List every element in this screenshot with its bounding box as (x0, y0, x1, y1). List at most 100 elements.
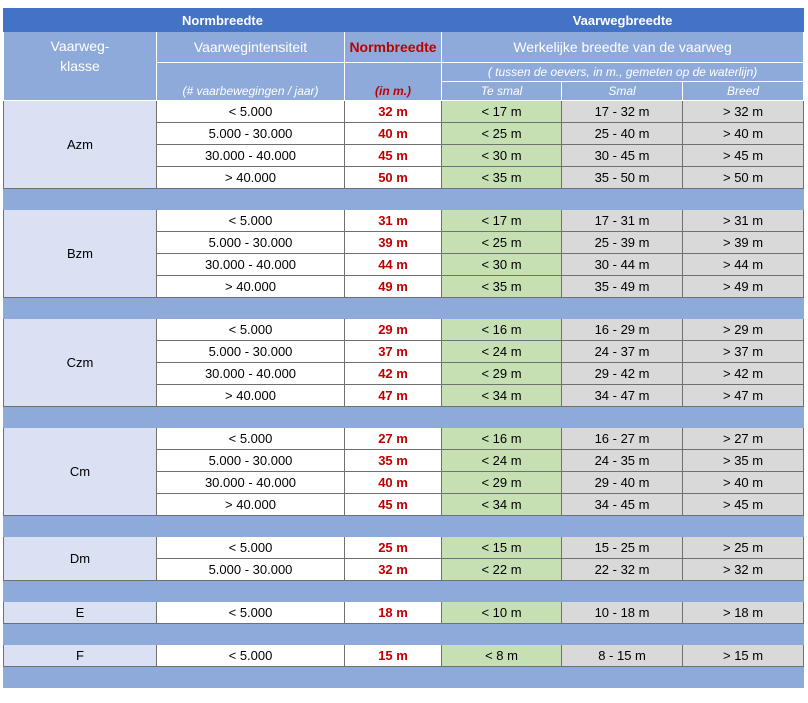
table-top-header-row: Normbreedte Vaarwegbreedte (2, 8, 805, 32)
smal-cell: 24 - 37 m (561, 340, 684, 363)
normbreedte-cell: 39 m (343, 231, 443, 254)
header-vaarwegklasse-line1: Vaarweg- (50, 38, 110, 54)
smal-cell: 34 - 45 m (561, 493, 684, 516)
te-smal-cell: < 10 m (441, 601, 563, 624)
breed-cell: > 45 m (682, 144, 805, 167)
smal-cell: 29 - 40 m (561, 471, 684, 494)
vaarwegklasse-cell: Dm (3, 536, 157, 581)
smal-cell: 34 - 47 m (561, 384, 684, 407)
table-row: Czm < 5.000 29 m < 16 m 16 - 29 m > 29 m (3, 318, 805, 407)
group-separator (2, 666, 805, 688)
table-row: 30.000 - 40.000 42 m < 29 m 29 - 42 m > 42 m (4, 362, 805, 385)
intensiteit-cell: > 40.000 (156, 384, 345, 407)
header-vaarwegklasse: Vaarweg- klasse (3, 31, 157, 101)
normbreedte-cell: 37 m (343, 340, 443, 363)
top-header-normbreedte: Normbreedte (2, 8, 443, 32)
breed-cell: > 44 m (682, 253, 805, 276)
group-separator-row (2, 297, 805, 319)
table-row: > 40.000 49 m < 35 m 35 - 49 m > 49 m (4, 275, 805, 298)
smal-cell: 22 - 32 m (561, 558, 684, 581)
smal-cell: 10 - 18 m (561, 601, 684, 624)
intensiteit-cell: 30.000 - 40.000 (156, 362, 345, 385)
header-vaarwegintensiteit: Vaarwegintensiteit (156, 31, 345, 63)
smal-cell: 25 - 39 m (561, 231, 684, 254)
normbreedte-cell: 29 m (343, 318, 443, 341)
smal-cell: 30 - 45 m (561, 144, 684, 167)
breed-cell: > 31 m (682, 209, 805, 232)
te-smal-cell: < 34 m (441, 384, 563, 407)
header-werkelijke-breedte: Werkelijke breedte van de vaarweg (441, 31, 805, 63)
intensiteit-cell: 30.000 - 40.000 (156, 144, 345, 167)
smal-cell: 8 - 15 m (561, 644, 684, 667)
header-intensiteit-unit: (# vaarbewegingen / jaar) (156, 62, 345, 101)
table-row: Bzm < 5.000 31 m < 17 m 17 - 31 m > 31 m (3, 209, 805, 298)
smal-cell: 17 - 31 m (561, 209, 684, 232)
vaarwegklasse-cell: Bzm (3, 209, 157, 298)
te-smal-cell: < 34 m (441, 493, 563, 516)
breed-cell: > 18 m (682, 601, 805, 624)
vaarwegklasse-cell: Czm (3, 318, 157, 407)
vaarwegklasse-cell: E (3, 601, 157, 624)
normbreedte-cell: 44 m (343, 253, 443, 276)
category-header-row: Te smal Smal Breed (4, 81, 805, 101)
te-smal-cell: < 17 m (441, 209, 563, 232)
table-row: 30.000 - 40.000 40 m < 29 m 29 - 40 m > 40 m (4, 471, 805, 494)
te-smal-cell: < 24 m (441, 449, 563, 472)
header-te-smal: Te smal (441, 81, 563, 101)
breed-cell: > 25 m (682, 536, 805, 559)
intensiteit-cell: 5.000 - 30.000 (156, 449, 345, 472)
intensiteit-cell: > 40.000 (156, 275, 345, 298)
intensiteit-cell: < 5.000 (156, 536, 345, 559)
vaarwegbreedte-table: Normbreedte Vaarwegbreedte Vaarweg- klas… (2, 8, 805, 688)
table-row: 5.000 - 30.000 32 m < 22 m 22 - 32 m > 32 m (4, 558, 805, 581)
intensiteit-cell: < 5.000 (156, 100, 345, 123)
header-breed: Breed (682, 81, 805, 101)
group-separator-row (2, 580, 805, 602)
breed-cell: > 29 m (682, 318, 805, 341)
intensiteit-cell: 5.000 - 30.000 (156, 340, 345, 363)
breed-cell: > 40 m (682, 471, 805, 494)
normbreedte-cell: 40 m (343, 122, 443, 145)
breed-cell: > 32 m (682, 100, 805, 123)
group-separator-row (2, 666, 805, 688)
normbreedte-cell: 45 m (343, 493, 443, 516)
breed-cell: > 15 m (682, 644, 805, 667)
normbreedte-cell: 47 m (343, 384, 443, 407)
intensiteit-cell: < 5.000 (156, 318, 345, 341)
breed-cell: > 37 m (682, 340, 805, 363)
breed-cell: > 40 m (682, 122, 805, 145)
normbreedte-cell: 35 m (343, 449, 443, 472)
group-separator (2, 406, 805, 428)
breed-cell: > 39 m (682, 231, 805, 254)
smal-cell: 16 - 27 m (561, 427, 684, 450)
normbreedte-cell: 32 m (343, 558, 443, 581)
table-row: Cm < 5.000 27 m < 16 m 16 - 27 m > 27 m (3, 427, 805, 516)
group-separator-row (2, 623, 805, 645)
vaarwegklasse-cell: F (3, 644, 157, 667)
normbreedte-cell: 31 m (343, 209, 443, 232)
group-separator (2, 297, 805, 319)
te-smal-cell: < 30 m (441, 253, 563, 276)
te-smal-cell: < 8 m (441, 644, 563, 667)
intensiteit-cell: 5.000 - 30.000 (156, 122, 345, 145)
breed-cell: > 27 m (682, 427, 805, 450)
table-row: 5.000 - 30.000 37 m < 24 m 24 - 37 m > 37 m (4, 340, 805, 363)
normbreedte-cell: 25 m (343, 536, 443, 559)
table-row: 30.000 - 40.000 44 m < 30 m 30 - 44 m > 44 m (4, 253, 805, 276)
te-smal-cell: < 30 m (441, 144, 563, 167)
breed-cell: > 47 m (682, 384, 805, 407)
te-smal-cell: < 16 m (441, 427, 563, 450)
intensiteit-cell: < 5.000 (156, 644, 345, 667)
intensiteit-cell: < 5.000 (156, 427, 345, 450)
group-separator (2, 515, 805, 537)
group-separator (2, 623, 805, 645)
smal-cell: 25 - 40 m (561, 122, 684, 145)
smal-cell: 35 - 50 m (561, 166, 684, 189)
group-separator (2, 580, 805, 602)
smal-cell: 30 - 44 m (561, 253, 684, 276)
breed-cell: > 50 m (682, 166, 805, 189)
breedte-table-container: Normbreedte Vaarwegbreedte Vaarweg- klas… (2, 8, 805, 688)
intensiteit-cell: 5.000 - 30.000 (156, 558, 345, 581)
breed-cell: > 45 m (682, 493, 805, 516)
